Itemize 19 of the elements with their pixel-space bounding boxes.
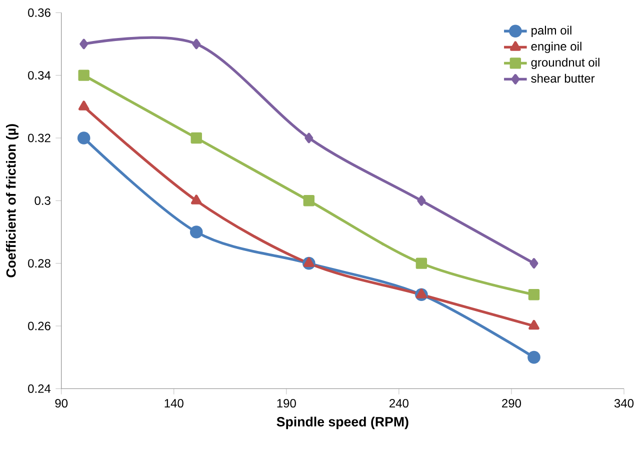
legend-label: groundnut oil — [531, 58, 600, 70]
x-tick-label: 140 — [164, 399, 184, 408]
x-tick-label: 290 — [502, 399, 522, 408]
y-tick-label: 0.36 — [28, 8, 50, 17]
legend-label: shear butter — [531, 74, 595, 83]
x-axis-title: Spindle speed (RPM) — [276, 416, 408, 430]
legend-label: engine oil — [531, 42, 582, 53]
x-tick-label: 90 — [55, 399, 68, 408]
y-tick-label: 0.34 — [28, 71, 51, 80]
y-tick-label: 0.32 — [28, 134, 50, 142]
y-tick-label: 0.24 — [28, 384, 51, 393]
y-tick-label: 0.3 — [34, 196, 50, 205]
y-tick-label: 0.26 — [28, 322, 50, 330]
y-tick-label: 0.28 — [28, 259, 50, 268]
legend-label: palm oil — [532, 26, 572, 37]
y-axis-title: Coefficient of friction (µ) — [6, 124, 18, 278]
x-tick-label: 340 — [614, 399, 634, 408]
x-tick-label: 190 — [277, 399, 296, 408]
x-tick-label: 240 — [390, 399, 408, 408]
